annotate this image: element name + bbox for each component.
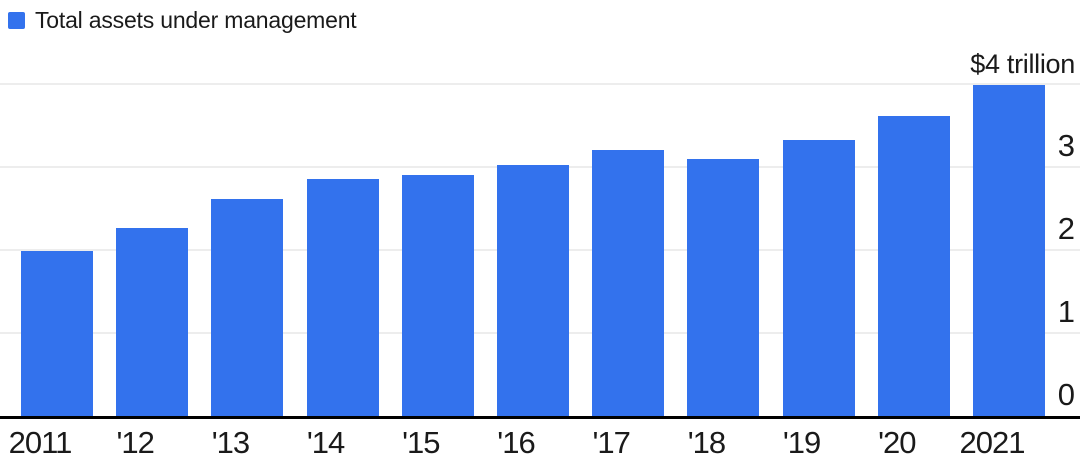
bar-2021 xyxy=(973,84,1045,416)
x-axis-label-17: '17 xyxy=(592,425,630,460)
chart-legend: Total assets under management xyxy=(8,7,357,34)
x-axis-label-16: '16 xyxy=(497,425,535,460)
bar-12 xyxy=(116,228,189,416)
bar-20 xyxy=(877,115,950,416)
x-axis-label-15: '15 xyxy=(402,425,440,460)
x-axis-label-20: '20 xyxy=(878,425,916,460)
x-axis-label-13: '13 xyxy=(211,425,250,460)
bar-13 xyxy=(211,198,284,416)
bar-19 xyxy=(782,140,855,416)
bar-18 xyxy=(687,158,760,416)
x-axis-label-19: '19 xyxy=(782,425,821,460)
x-axis-label-12: '12 xyxy=(116,425,154,460)
x-axis-label-14: '14 xyxy=(306,425,345,460)
legend-label: Total assets under management xyxy=(35,7,357,33)
x-axis-label-18: '18 xyxy=(687,425,726,460)
bar-17 xyxy=(592,149,665,416)
bar-16 xyxy=(497,164,569,416)
bar-14 xyxy=(306,179,379,416)
y-axis-label-0: 0 xyxy=(1057,377,1075,412)
bar-2011 xyxy=(21,250,93,416)
y-axis-label-3: 3 xyxy=(1057,128,1075,163)
y-axis-label-2: 2 xyxy=(1057,211,1075,246)
x-axis-label-2021: 2021 xyxy=(959,425,1026,460)
y-axis-label-1: 1 xyxy=(1057,294,1075,329)
y-axis-label-4: $4 trillion xyxy=(970,49,1075,79)
x-axis-label-2011: 2011 xyxy=(8,425,73,460)
gridline-4 xyxy=(0,83,1080,85)
x-axis-line xyxy=(0,416,1080,419)
legend-swatch-icon xyxy=(8,12,25,29)
bar-15 xyxy=(401,175,474,416)
